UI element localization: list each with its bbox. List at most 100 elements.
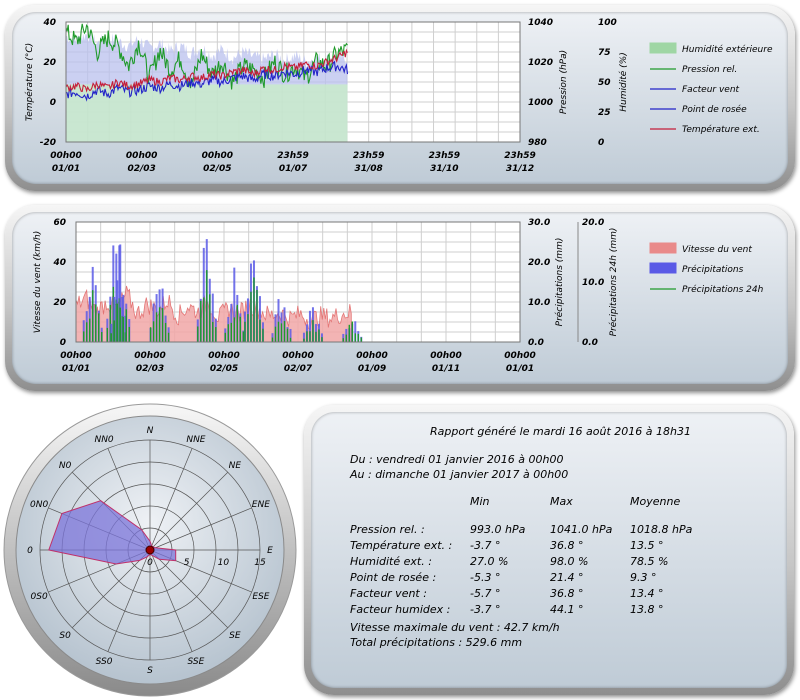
report-title: Rapport généré le mardi 16 août 2016 à 1… [430, 425, 691, 438]
rain-tick: 0.0 [528, 338, 544, 348]
rose-spoke [149, 549, 229, 629]
rain-bar [302, 332, 305, 342]
weather-x-tick-date: 31/08 [354, 164, 382, 174]
rose-center-dot [145, 545, 155, 555]
rain-tick: 30.0 [528, 218, 550, 228]
report-row-min: 27.0 % [470, 555, 509, 568]
rain-bar [202, 247, 205, 342]
rose-direction-label: NN0 [94, 435, 113, 445]
humidity-area-base [66, 84, 348, 142]
wind-rain-x-tick-date: 01/01 [506, 364, 534, 374]
report-col-min: Min [470, 495, 490, 508]
rain24-tick: 10.0 [582, 278, 604, 288]
wind-rain-legend-label: Précipitations [682, 264, 744, 275]
weather-x-tick-date: 01/07 [279, 164, 308, 174]
wind-speed-tick: 20 [53, 298, 66, 308]
report-row-min: -3.7 ° [470, 603, 501, 616]
weather-x-tick-time: 00h00 [126, 151, 157, 161]
rose-spoke [149, 471, 229, 551]
weather-x-tick-date: 01/01 [52, 164, 80, 174]
wind-rain-chart: 60 40 20 0 Vitesse du vent (km/h) 30.0 20.0 10.… [33, 218, 764, 374]
wind-rain-legend-swatch [649, 242, 677, 254]
report-row-avg: 13.5 ° [630, 539, 664, 552]
report-row-min: -3.7 ° [470, 539, 501, 552]
rose-direction-label: S [147, 666, 153, 676]
rain24-tick: 20.0 [582, 218, 604, 228]
pressure-tick: 1020 [528, 58, 553, 68]
weather-legend-label: Facteur vent [682, 85, 740, 95]
rose-direction-label: S0 [59, 631, 71, 641]
weather-x-tick-date: 31/12 [506, 164, 534, 174]
rose-spoke [149, 448, 193, 551]
weather-x-tick-time: 00h00 [50, 151, 81, 161]
report-max-wind: Vitesse maximale du vent : 42.7 km/h [350, 621, 560, 634]
temperature-tick: 40 [42, 18, 56, 28]
weather-x-tick-time: 00h00 [202, 151, 233, 161]
weather-legend-label: Pression rel. [682, 65, 737, 75]
report-row-label: Facteur vent : [350, 587, 427, 600]
rain-bar [119, 244, 122, 342]
rain-tick: 20.0 [528, 258, 550, 268]
humidity-tick: 75 [598, 48, 611, 58]
rose-radial-tick: 0 [147, 558, 153, 568]
rain-axis-label: Précipitations (mm) [554, 238, 565, 327]
rain24-tick: 0.0 [582, 338, 598, 348]
rose-direction-label: 0N0 [30, 500, 48, 510]
temperature-tick: 20 [43, 58, 56, 68]
rose-direction-label: SS0 [96, 657, 113, 667]
pressure-tick: 1000 [528, 98, 553, 108]
weather-x-tick-time: 23h59 [504, 151, 535, 161]
report-row-min: -5.3 ° [470, 571, 501, 584]
rose-direction-label: SE [229, 631, 241, 641]
rose-direction-label: NNE [186, 435, 205, 445]
rose-spoke [149, 549, 193, 652]
rose-direction-label: 0 [27, 546, 33, 556]
rain-tick: 10.0 [528, 298, 550, 308]
report-period-from: Du : vendredi 01 janvier 2016 à 00h00 [350, 453, 564, 466]
report-row-avg: 1018.8 hPa [630, 523, 693, 536]
rose-radial-tick: 10 [218, 558, 230, 568]
wind-rain-x-tick-date: 01/01 [62, 364, 90, 374]
wind-rain-plot-border [75, 221, 521, 343]
report-row-min: -5.7 ° [470, 587, 501, 600]
wind-rain-x-tick-time: 00h00 [282, 351, 313, 361]
report-row-max: 21.4 ° [550, 571, 584, 584]
report-row-max: 36.8 ° [550, 587, 584, 600]
wind-rain-x-tick-time: 00h00 [134, 351, 165, 361]
rain-bar [277, 299, 280, 342]
pressure-axis-label: Pression (hPa) [559, 50, 569, 114]
report-row-max: 98.0 % [550, 555, 589, 568]
wind-rain-legend-label: Précipitations 24h [682, 284, 764, 295]
rain-bar [233, 267, 236, 342]
rain-bar [354, 321, 357, 342]
weather-x-tick-time: 23h59 [429, 151, 460, 161]
rain-bar [342, 333, 345, 342]
rain-bar [258, 296, 261, 342]
wind-rain-x-tick-time: 00h00 [430, 351, 461, 361]
report-row-avg: 78.5 % [630, 555, 669, 568]
weather-x-tick-time: 23h59 [277, 151, 308, 161]
weather-x-tick-date: 31/10 [430, 164, 458, 174]
wind-rain-x-tick-date: 02/07 [284, 364, 313, 374]
report-row-label: Pression rel. : [350, 523, 425, 536]
temperature-tick: 0 [50, 98, 56, 108]
rose-direction-label: 0S0 [31, 592, 48, 602]
humidity-tick: 50 [598, 78, 611, 88]
wind-speed-axis-label: Vitesse du vent (km/h) [33, 231, 43, 333]
rain-bar [211, 293, 214, 342]
report-row-avg: 13.4 ° [630, 587, 664, 600]
rain-bar [289, 328, 292, 342]
pressure-tick: 980 [528, 138, 547, 148]
report-panel-inner [311, 412, 787, 688]
humidity-axis-label: Humidité (%) [618, 52, 629, 111]
humidity-tick: 25 [598, 108, 611, 118]
temperature-tick: -20 [40, 138, 56, 148]
rose-spoke [107, 549, 151, 652]
rose-direction-label: ESE [252, 592, 269, 602]
wind-rain-x-tick-time: 00h00 [60, 351, 91, 361]
rain-bar [82, 320, 85, 342]
weather-x-tick-time: 23h59 [353, 151, 384, 161]
humidity-tick: 100 [598, 18, 617, 28]
report-row-label: Point de rosée : [350, 571, 437, 584]
